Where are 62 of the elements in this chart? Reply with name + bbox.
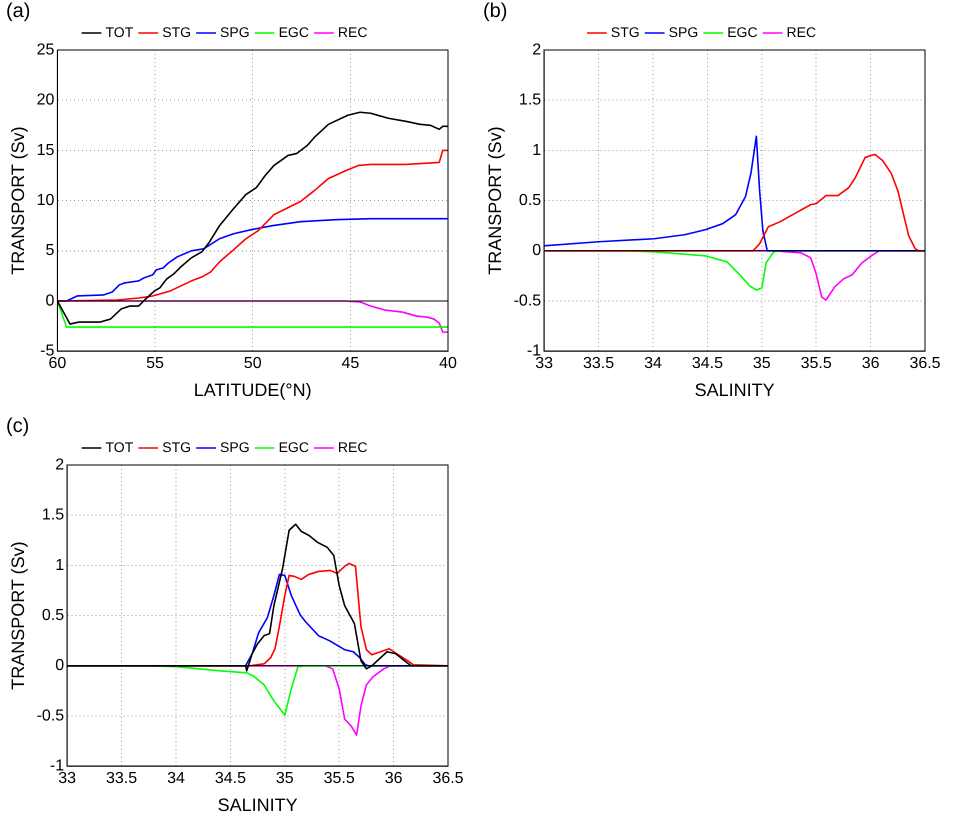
- y-tick-label: 0.5: [518, 192, 542, 210]
- x-tick-label: 36.5: [432, 770, 464, 788]
- x-tick-label: 36.5: [909, 355, 941, 372]
- y-axis-title: TRANSPORT (Sv): [8, 541, 28, 690]
- y-tick-label: -0.5: [36, 707, 64, 724]
- x-tick-label: 33: [535, 355, 554, 372]
- x-tick-label: 35: [752, 355, 771, 372]
- y-tick-label: 0.5: [42, 607, 64, 624]
- chart-title: (b): [483, 0, 508, 23]
- chart-title: (c): [6, 415, 30, 438]
- x-tick-label: 34: [644, 355, 662, 372]
- x-tick-label: 45: [341, 355, 360, 372]
- y-tick-label: 15: [36, 142, 54, 159]
- x-tick-label: 34.5: [214, 770, 246, 788]
- y-tick-label: 10: [36, 192, 54, 210]
- y-tick-label: 0: [45, 292, 54, 310]
- x-axis-title: LATITUDE(°N): [194, 380, 312, 400]
- x-tick-label: 33.5: [106, 770, 138, 788]
- legend-label: STG: [162, 24, 192, 40]
- x-tick-label: 50: [244, 355, 262, 372]
- legend-label: EGC: [278, 438, 309, 455]
- legend-label: SPG: [220, 24, 250, 40]
- chart-title: (a): [6, 0, 30, 23]
- y-tick-label: 20: [36, 92, 54, 109]
- x-tick-label: 35.5: [324, 770, 355, 788]
- y-tick-label: 0: [55, 657, 64, 674]
- x-tick-label: 34.5: [692, 355, 724, 372]
- x-tick-label: 33: [58, 770, 76, 788]
- legend-label: TOT: [106, 438, 134, 455]
- legend-label: EGC: [278, 24, 309, 40]
- y-tick-label: 1: [532, 142, 542, 159]
- x-tick-label: 36: [862, 355, 880, 372]
- legend-label: TOT: [106, 24, 134, 40]
- y-tick-label: 25: [36, 41, 54, 58]
- x-axis-title: SALINITY: [218, 795, 298, 816]
- x-tick-label: 55: [146, 355, 164, 372]
- legend-label: SPG: [220, 438, 250, 455]
- y-tick-label: 5: [45, 242, 54, 260]
- legend-label: REC: [338, 24, 368, 40]
- y-axis-title: TRANSPORT (Sv): [8, 126, 28, 275]
- legend-label: SPG: [668, 24, 698, 40]
- legend-label: REC: [786, 24, 816, 40]
- x-tick-label: 35: [276, 770, 294, 788]
- y-tick-label: -0.5: [514, 292, 542, 310]
- x-tick-label: 40: [439, 355, 457, 372]
- x-tick-label: 33.5: [583, 355, 614, 372]
- x-tick-label: 36: [384, 770, 403, 788]
- x-axis-title: SALINITY: [694, 380, 775, 400]
- legend-label: STG: [610, 24, 640, 40]
- y-axis-title: TRANSPORT (Sv): [484, 126, 505, 275]
- legend-label: REC: [338, 438, 368, 455]
- y-tick-label: 2: [532, 41, 542, 58]
- y-tick-label: 0: [532, 242, 542, 260]
- legend-label: STG: [162, 438, 192, 455]
- y-tick-label: 1.5: [518, 92, 542, 109]
- legend-label: EGC: [727, 24, 758, 40]
- y-tick-label: 2: [55, 456, 64, 474]
- y-tick-label: 1: [55, 556, 64, 574]
- y-tick-label: 1.5: [42, 506, 64, 524]
- x-tick-label: 60: [48, 355, 66, 372]
- x-tick-label: 35.5: [800, 355, 832, 372]
- x-tick-label: 34: [167, 770, 185, 788]
